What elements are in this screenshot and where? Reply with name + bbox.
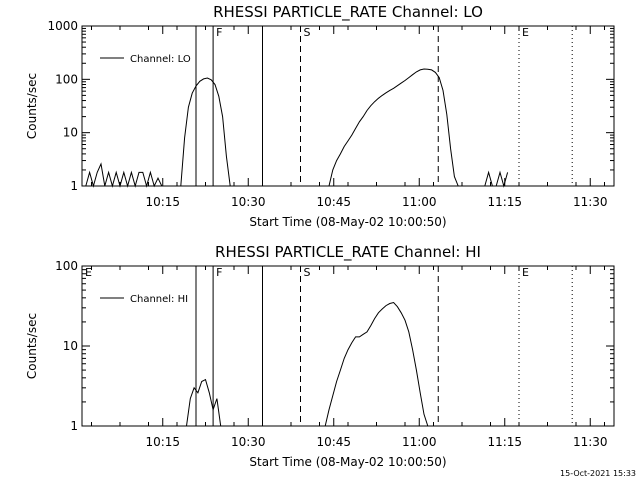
chart-panel-hi: RHESSI PARTICLE_RATE Channel: HI 1 10 100 10… bbox=[25, 243, 636, 478]
x-tick-label: 11:30 bbox=[573, 195, 608, 209]
chart-panel-lo: RHESSI PARTICLE_RATE Channel: LO 1 10 100 10… bbox=[25, 3, 615, 229]
plot-frame bbox=[81, 265, 615, 427]
y-tick-label: 10 bbox=[63, 339, 78, 353]
x-tick-label: 11:15 bbox=[487, 195, 522, 209]
event-marker-label: F bbox=[216, 266, 222, 279]
y-tick-label: 1 bbox=[70, 419, 78, 433]
y-tick-label: 100 bbox=[55, 259, 78, 273]
plot-frame bbox=[81, 25, 615, 187]
x-tick-label: 10:30 bbox=[231, 435, 266, 449]
timestamp: 15-Oct-2021 15:33 bbox=[560, 469, 636, 478]
x-tick-label: 10:15 bbox=[145, 195, 180, 209]
event-marker-label: E bbox=[522, 26, 529, 39]
event-marker-label: E bbox=[522, 266, 529, 279]
x-tick-label: 11:15 bbox=[487, 435, 522, 449]
event-marker-label: F bbox=[216, 26, 222, 39]
chart-title: RHESSI PARTICLE_RATE Channel: LO bbox=[213, 3, 483, 22]
x-tick-label: 10:45 bbox=[316, 435, 351, 449]
y-tick-label: 100 bbox=[55, 72, 78, 86]
series-line-hi bbox=[186, 301, 429, 427]
y-tick-label: 1 bbox=[70, 179, 78, 193]
y-axis-label: Counts/sec bbox=[25, 73, 39, 139]
event-marker-label: E bbox=[85, 266, 92, 279]
y-tick-label: 1000 bbox=[47, 19, 78, 33]
y-axis-label: Counts/sec bbox=[25, 313, 39, 379]
x-axis-label: Start Time (08-May-02 10:00:50) bbox=[249, 455, 446, 469]
event-marker-label: S bbox=[304, 26, 311, 39]
legend-label: Channel: HI bbox=[130, 294, 188, 305]
legend-label: Channel: LO bbox=[130, 54, 191, 65]
event-marker-label: S bbox=[304, 266, 311, 279]
series-line-lo bbox=[82, 68, 509, 188]
x-tick-label: 10:30 bbox=[231, 195, 266, 209]
chart-title: RHESSI PARTICLE_RATE Channel: HI bbox=[215, 243, 481, 262]
x-tick-label: 10:45 bbox=[316, 195, 351, 209]
x-tick-label: 11:30 bbox=[573, 435, 608, 449]
x-tick-label: 11:00 bbox=[402, 435, 437, 449]
x-tick-label: 11:00 bbox=[402, 195, 437, 209]
x-tick-label: 10:15 bbox=[145, 435, 180, 449]
x-axis-label: Start Time (08-May-02 10:00:50) bbox=[249, 215, 446, 229]
y-tick-label: 10 bbox=[63, 126, 78, 140]
